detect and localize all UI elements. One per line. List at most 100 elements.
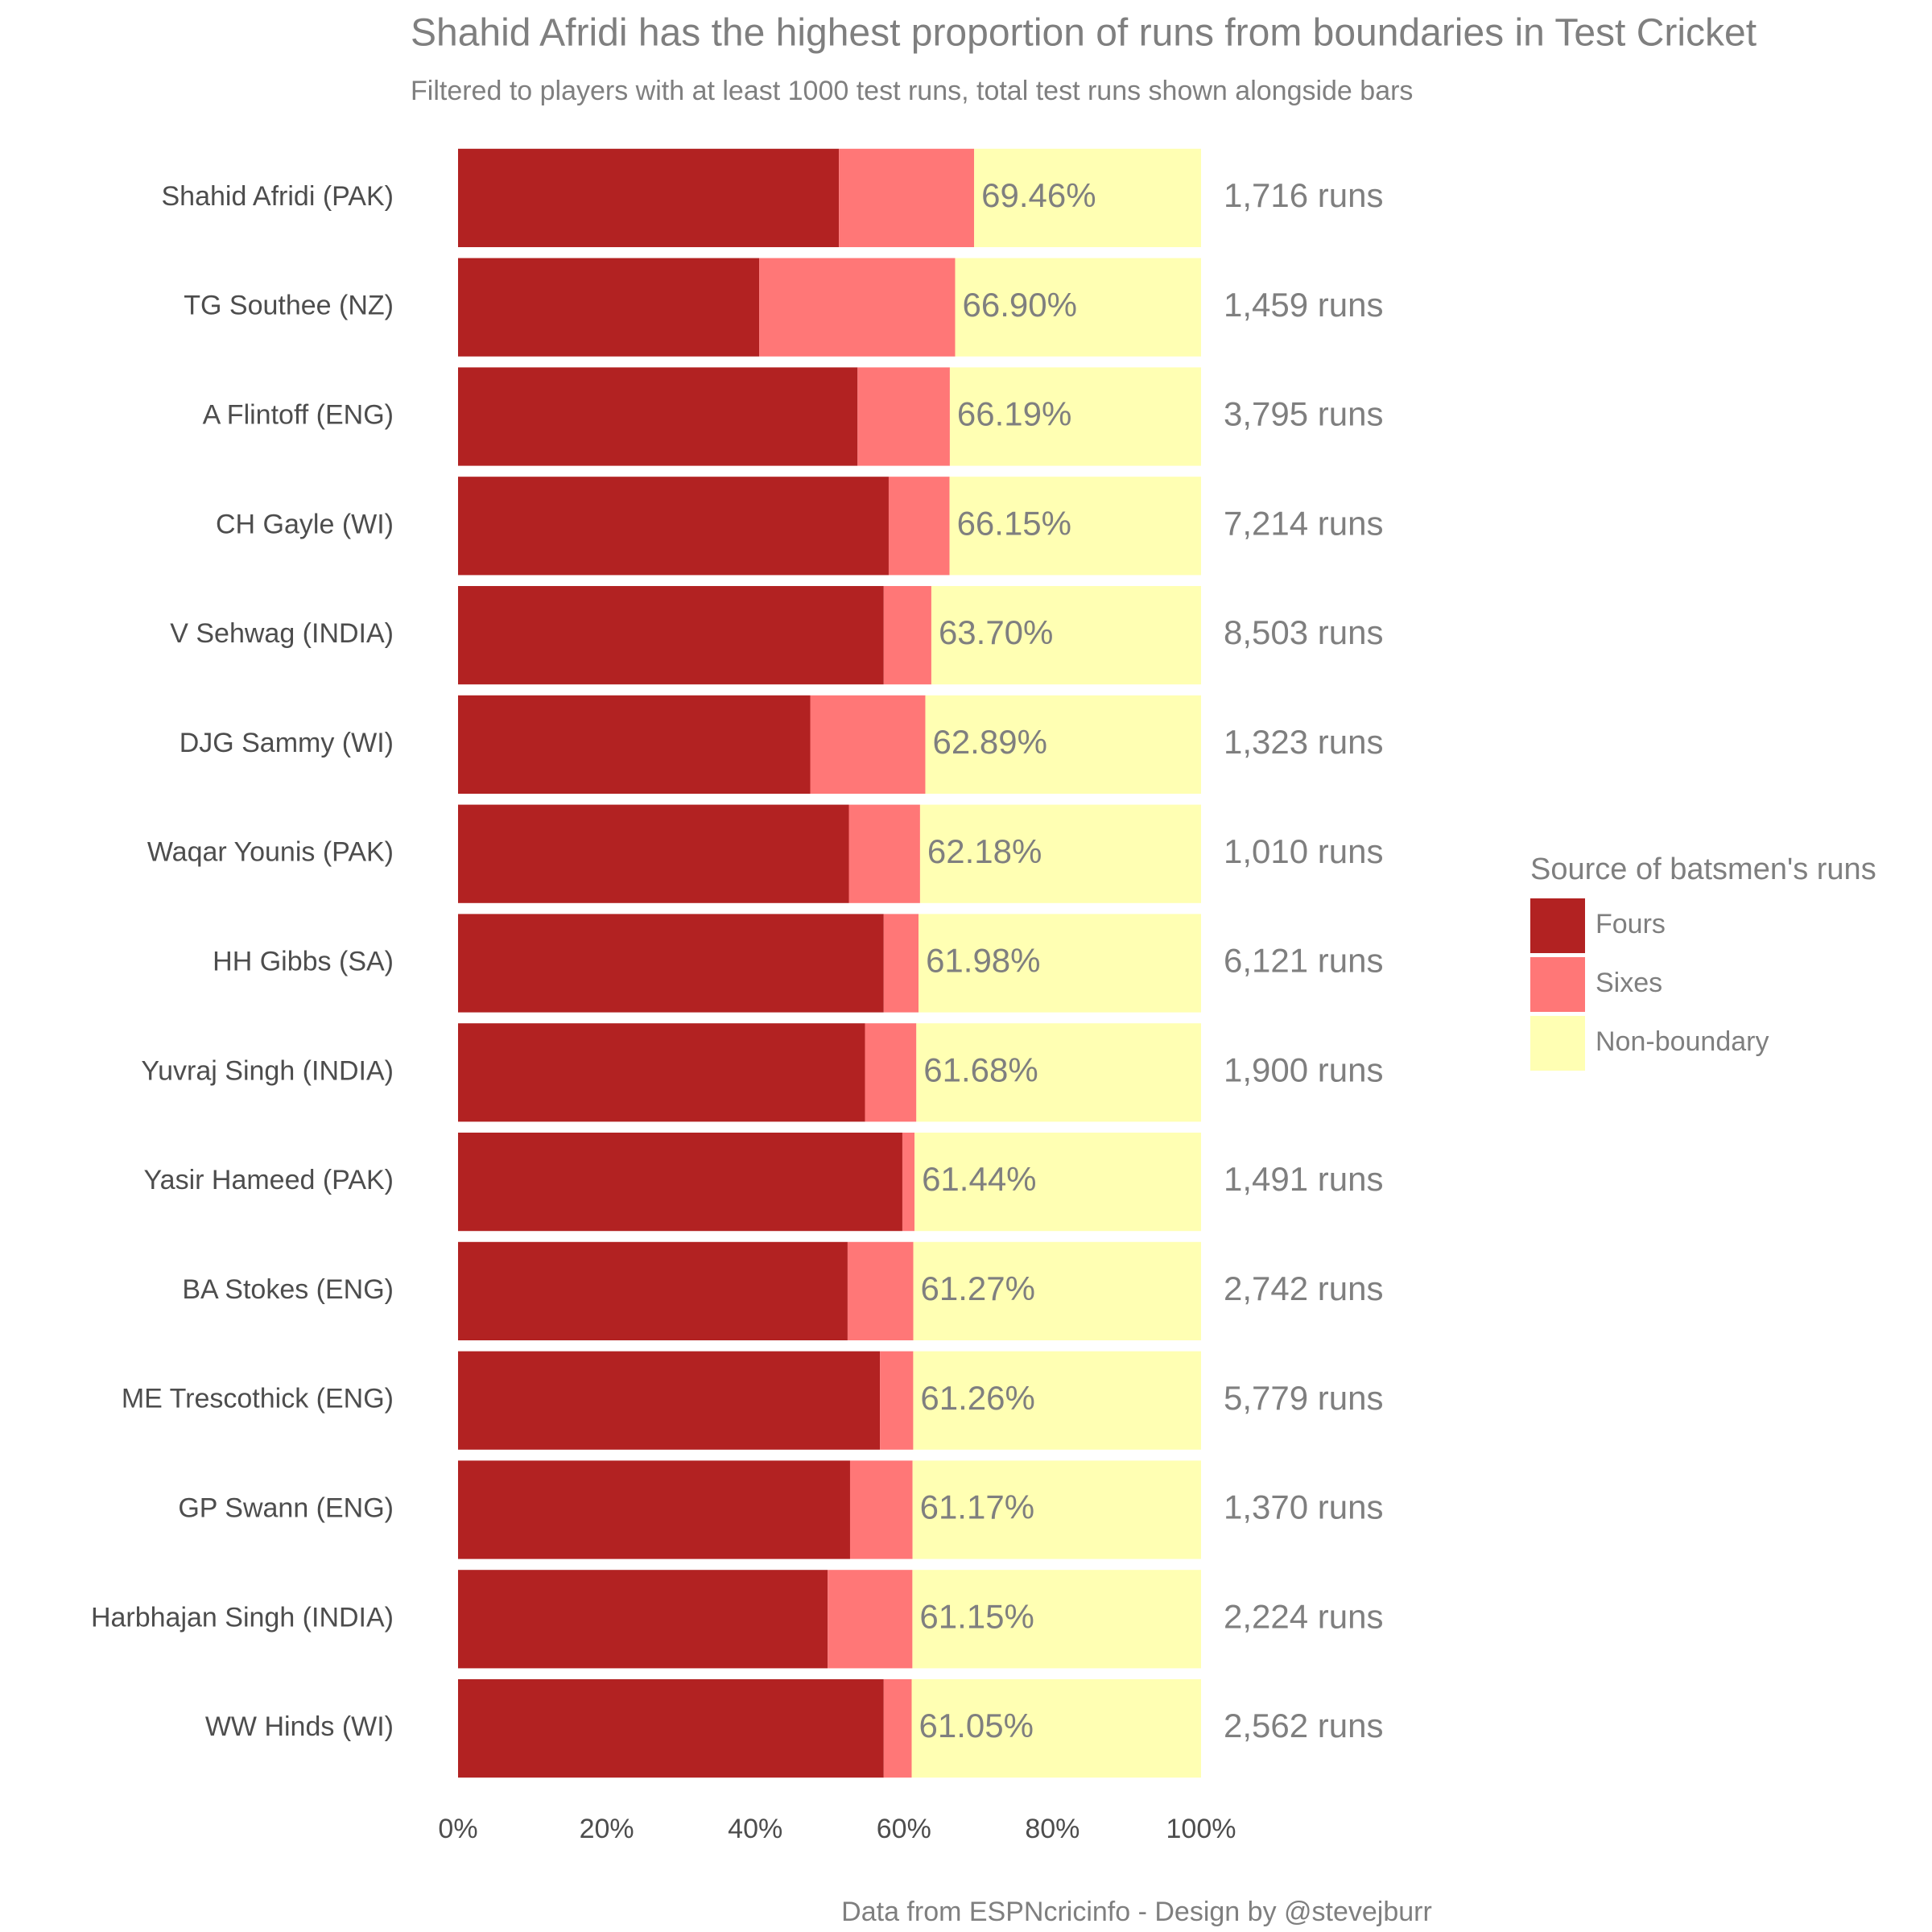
chart-title: Shahid Afridi has the highest proportion…	[411, 12, 1757, 55]
x-tick-label: 80%	[1025, 1814, 1080, 1844]
bar-segment	[828, 1570, 913, 1669]
bar-segment	[919, 804, 1201, 903]
bar-segment	[865, 1023, 917, 1122]
bar-segment	[458, 1678, 884, 1778]
bar-segment	[880, 1351, 914, 1450]
boundary-share-label: 61.27%	[921, 1269, 1035, 1307]
bar-segment	[857, 367, 950, 466]
total-runs-label: 2,224 runs	[1224, 1597, 1383, 1635]
bar-segment	[458, 1241, 848, 1341]
y-tick-label: DJG Sammy (WI)	[180, 728, 394, 758]
bar-segment	[458, 695, 811, 795]
bar-segment	[919, 914, 1201, 1013]
x-tick-label: 100%	[1166, 1814, 1236, 1844]
total-runs-label: 5,779 runs	[1224, 1379, 1383, 1417]
boundary-share-label: 66.90%	[962, 286, 1076, 324]
bar-segment	[458, 148, 840, 248]
boundary-share-label: 61.05%	[919, 1707, 1033, 1744]
bar-segment	[458, 804, 849, 903]
y-tick-label: Waqar Younis (PAK)	[147, 837, 394, 868]
x-tick-label: 40%	[728, 1814, 782, 1844]
bar-segment	[848, 804, 920, 903]
bar-segment	[911, 1678, 1201, 1778]
y-tick-label: Harbhajan Singh (INDIA)	[91, 1602, 394, 1633]
y-tick-label: TG Southee (NZ)	[184, 291, 394, 321]
y-tick-label: HH Gibbs (SA)	[213, 946, 394, 976]
bar-segment	[847, 1241, 914, 1341]
boundary-share-label: 63.70%	[939, 613, 1053, 651]
bar-segment	[458, 477, 889, 576]
bar-segment	[883, 1678, 912, 1778]
bar-segment	[888, 477, 950, 576]
total-runs-label: 1,491 runs	[1224, 1160, 1383, 1198]
total-runs-label: 7,214 runs	[1224, 504, 1383, 542]
total-runs-label: 6,121 runs	[1224, 942, 1383, 980]
x-tick-label: 20%	[580, 1814, 634, 1844]
caption: Data from ESPNcricinfo - Design by @stev…	[841, 1897, 1432, 1927]
y-tick-label: Yasir Hameed (PAK)	[144, 1165, 394, 1195]
bar-segment	[458, 1132, 902, 1232]
bar-segment	[912, 1460, 1201, 1559]
boundary-share-label: 61.17%	[920, 1488, 1034, 1526]
bar-segment	[458, 1570, 828, 1669]
bar-segment	[839, 148, 975, 248]
bar-segment	[931, 585, 1201, 685]
legend-label: Fours	[1596, 909, 1666, 939]
total-runs-label: 3,795 runs	[1224, 395, 1383, 433]
bar-segment	[949, 367, 1201, 466]
total-runs-label: 1,370 runs	[1224, 1488, 1383, 1526]
y-tick-label: GP Swann (ENG)	[178, 1492, 394, 1523]
legend-label: Sixes	[1596, 968, 1662, 998]
x-tick-label: 60%	[877, 1814, 931, 1844]
boundary-share-label: 69.46%	[981, 176, 1096, 214]
total-runs-label: 1,323 runs	[1224, 723, 1383, 761]
bar-segment	[458, 1351, 881, 1450]
bar-segment	[458, 258, 760, 357]
boundary-share-label: 61.26%	[920, 1379, 1034, 1417]
y-tick-label: ME Trescothick (ENG)	[122, 1384, 394, 1414]
bar-segment	[925, 695, 1201, 795]
bar-segment	[974, 148, 1201, 248]
total-runs-label: 1,010 runs	[1224, 832, 1383, 870]
bar-segment	[912, 1570, 1201, 1669]
y-tick-label: Shahid Afridi (PAK)	[161, 181, 394, 212]
bar-segment	[458, 914, 884, 1013]
boundary-share-label: 66.15%	[957, 504, 1071, 542]
bar-segment	[759, 258, 956, 357]
y-tick-label: A Flintoff (ENG)	[203, 399, 394, 430]
legend-key	[1530, 898, 1585, 953]
boundary-share-label: 61.15%	[919, 1597, 1034, 1635]
total-runs-label: 2,742 runs	[1224, 1269, 1383, 1307]
boundary-share-label: 62.89%	[932, 723, 1046, 761]
y-tick-label: WW Hinds (WI)	[205, 1711, 394, 1742]
bar-segment	[883, 914, 919, 1013]
boundary-share-label: 61.44%	[922, 1160, 1036, 1198]
bar-segment	[458, 367, 858, 466]
y-tick-label: V Sehwag (INDIA)	[170, 618, 394, 649]
total-runs-label: 1,459 runs	[1224, 286, 1383, 324]
bar-segment	[916, 1023, 1201, 1122]
y-tick-label: BA Stokes (ENG)	[182, 1274, 394, 1305]
total-runs-label: 1,900 runs	[1224, 1051, 1383, 1088]
bar-segment	[913, 1241, 1201, 1341]
y-tick-label: Yuvraj Singh (INDIA)	[141, 1055, 394, 1086]
boundary-share-label: 66.19%	[957, 395, 1071, 433]
bar-segment	[883, 585, 931, 685]
total-runs-label: 8,503 runs	[1224, 613, 1383, 651]
legend-label: Non-boundary	[1596, 1026, 1769, 1057]
y-tick-label: CH Gayle (WI)	[216, 509, 394, 539]
total-runs-label: 2,562 runs	[1224, 1707, 1383, 1744]
legend-title: Source of batsmen's runs	[1530, 852, 1876, 886]
bar-segment	[914, 1132, 1201, 1232]
boundary-share-label: 62.18%	[927, 832, 1042, 870]
bar-segment	[458, 585, 884, 685]
bar-segment	[955, 258, 1201, 357]
bar-segment	[458, 1023, 865, 1122]
bar-segment	[949, 477, 1201, 576]
bar-segment	[458, 1460, 850, 1559]
legend-key	[1530, 957, 1585, 1012]
chart-subtitle: Filtered to players with at least 1000 t…	[411, 76, 1413, 106]
boundary-share-label: 61.68%	[923, 1051, 1038, 1088]
total-runs-label: 1,716 runs	[1224, 176, 1383, 214]
